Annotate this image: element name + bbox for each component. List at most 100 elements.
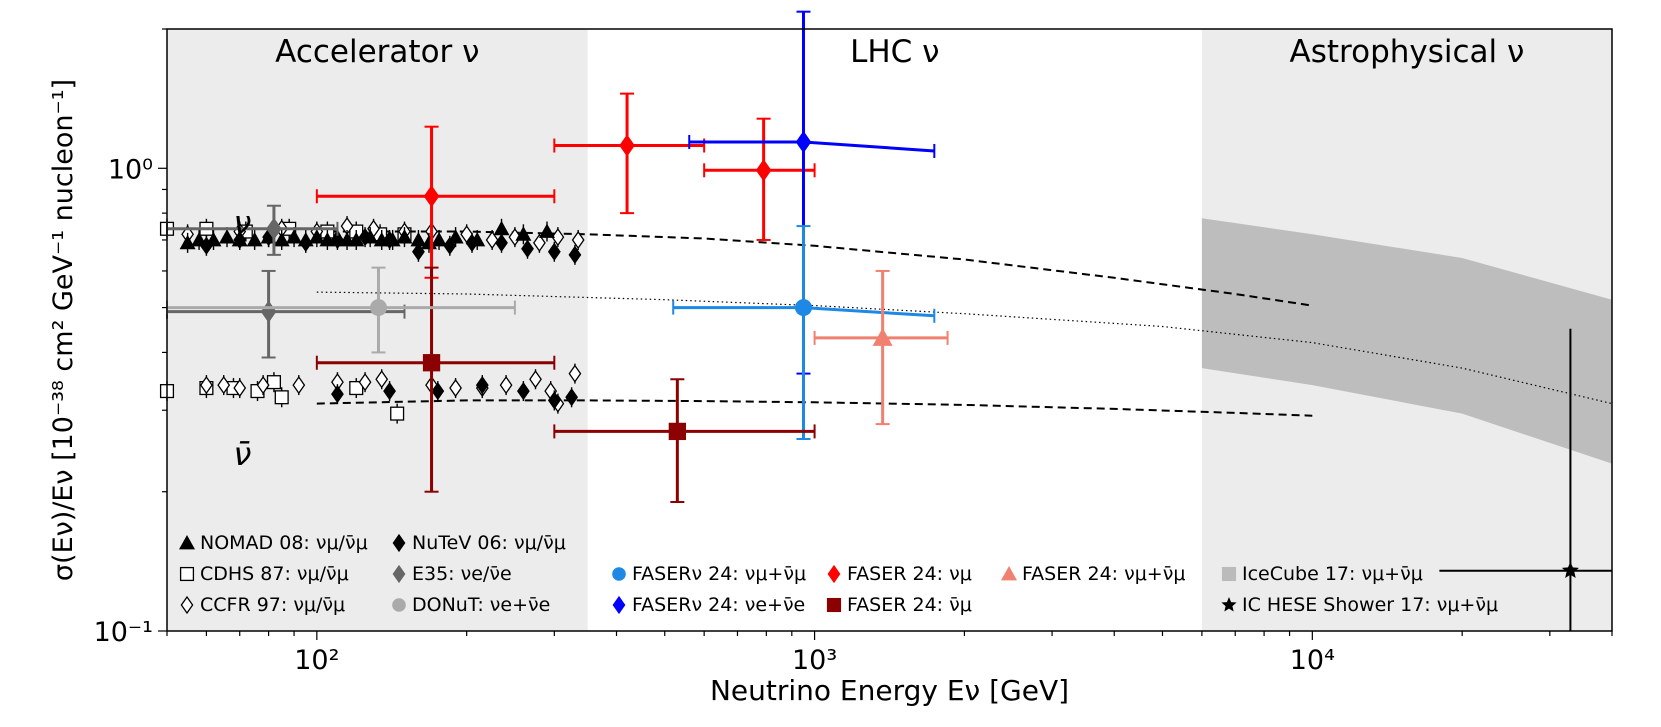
legend-label-nomad: NOMAD 08: νμ/ν̄μ: [200, 532, 368, 554]
nutev_nu-point-5: [358, 227, 372, 247]
legend-label-cdhs: CDHS 87: νμ/ν̄μ: [200, 563, 349, 585]
plot-frame: [166, 28, 1613, 632]
nomad_nu-point-19: [410, 231, 427, 247]
nomad_nu-point-25: [515, 226, 532, 241]
cdhs_nubar-point-6: [349, 381, 364, 396]
nutev_nu-point-10: [495, 233, 508, 252]
ccfr_nubar-point-12: [529, 370, 542, 389]
e35-nu-marker: [266, 217, 282, 240]
nomad_nu-point-14: [348, 231, 365, 247]
nutev_nu-point-7: [412, 242, 425, 261]
legend-label-icecube: IceCube 17: νμ+ν̄μ: [1242, 563, 1423, 585]
accelerator-data: [159, 216, 585, 424]
legend-label-ic-hese: IC HESE Shower 17: νμ+ν̄μ: [1242, 594, 1498, 616]
ic-hese-shower-marker: [1561, 561, 1579, 578]
legend-label-donut: DONuT: νe+ν̄e: [412, 594, 550, 616]
nutev_nu-point-8: [443, 236, 457, 255]
ccfr_nu-point-11: [533, 233, 546, 252]
legend-marker-nutev: [392, 533, 406, 553]
nomad_nu-point-26: [538, 223, 555, 238]
region-label-accelerator: Accelerator ν: [275, 34, 479, 70]
legend-label-nutev: NuTeV 06: νμ/ν̄μ: [412, 532, 566, 554]
nutev_nubar-point-0: [331, 385, 344, 404]
nubar-label: ν̄: [233, 435, 251, 473]
nutev_nubar-point-5: [547, 391, 561, 410]
x-tick-label-100: 10²: [294, 645, 339, 676]
x-axis-label: Neutrino Energy Eν [GeV]: [710, 674, 1069, 707]
nu-label: ν: [233, 203, 251, 241]
ccfr_nu-point-13: [571, 230, 585, 250]
nutev_nu-point-13: [568, 245, 582, 264]
legend-marker-faser-sum: [1001, 566, 1017, 581]
faser24-numubar-1-marker: [422, 354, 441, 372]
legend-label-fasernu-numu: FASERν 24: νμ+ν̄μ: [632, 563, 806, 585]
nomad_nu-point-8: [286, 229, 303, 244]
cdhs_nubar-point-7: [390, 406, 405, 421]
region-label-astro: Astrophysical ν: [1290, 34, 1525, 70]
faser24-numu-sum-marker: [872, 327, 893, 346]
ccfr_nubar-point-9: [449, 378, 462, 398]
legend-marker-faser-numu: [827, 564, 841, 584]
nutev_nubar-point-2: [431, 381, 445, 401]
nutev_nu-point-0: [200, 236, 213, 255]
nomad_nu-point-3: [219, 229, 236, 244]
y-tick-label-1: 10⁰: [108, 154, 153, 185]
ccfr_nu-point-10: [508, 227, 522, 247]
legend-label-ccfr: CCFR 97: νμ/ν̄μ: [200, 594, 345, 616]
nomad_nu-point-24: [493, 220, 510, 236]
nubar-dashed: [316, 399, 1313, 417]
ccfr_nubar-point-4: [292, 375, 306, 395]
nu-dashed: [316, 230, 1313, 307]
x-tick-label-1000: 10³: [792, 645, 837, 676]
fasernu24-numu-xerr-right: [803, 306, 935, 318]
nomad_nu-point-5: [246, 231, 263, 247]
nutev_nubar-point-4: [516, 381, 530, 401]
nomad_nu-point-7: [273, 231, 290, 247]
nomad_nu-point-21: [431, 231, 448, 247]
legend-label-e35: E35: νe/ν̄e: [412, 563, 512, 585]
legend-marker-e35: [392, 564, 406, 584]
ccfr_nubar-point-11: [499, 375, 513, 395]
ccfr_nubar-point-3: [256, 375, 270, 395]
theory-curves: [316, 230, 1613, 417]
legend-marker-faser-numubar: [826, 597, 842, 613]
nutev_nubar-point-3: [475, 375, 489, 395]
nomad_nu-point-18: [396, 229, 413, 244]
ccfr_nubar-point-1: [217, 375, 231, 395]
legend-marker-fasernu-nue: [612, 595, 626, 615]
annotations: ν ν̄: [233, 203, 251, 473]
nomad_nu-point-10: [308, 229, 325, 244]
legend-marker-nomad: [179, 535, 195, 550]
nutev_nu-point-9: [465, 233, 479, 252]
legend-marker-fasernu-numu: [612, 567, 626, 581]
donut-marker: [369, 299, 387, 317]
nutev_nubar-point-6: [565, 388, 579, 407]
errorbar-data: [166, 10, 1612, 631]
ccfr_nubar-point-6: [358, 373, 372, 392]
legend-marker-ccfr: [180, 595, 194, 615]
fasernu24-nue-marker: [795, 130, 812, 154]
icecube-band: [1201, 218, 1612, 464]
cdhs_nubar-point-4: [266, 375, 281, 390]
nutev_nu-point-11: [521, 239, 534, 258]
ccfr_nubar-point-15: [568, 364, 582, 383]
fasernu24-numu-marker: [794, 299, 812, 317]
legend-marker-donut: [392, 598, 406, 612]
cdhs_nubar-point-5: [274, 390, 289, 405]
ccfr_nubar-point-2: [233, 378, 247, 398]
icecube-band-group: [1201, 218, 1612, 464]
ccfr_nubar-point-7: [375, 370, 389, 389]
ccfr_nu-point-12: [551, 227, 565, 247]
faser24-numu-1-marker: [423, 185, 440, 208]
nutev_nu-point-12: [547, 242, 561, 261]
nutev_nu-point-1: [233, 230, 247, 250]
faser24-numu-3-marker: [755, 159, 772, 182]
legend-label-fasernu-nue: FASERν 24: νe+ν̄e: [632, 594, 805, 616]
axes: 10² 10³ 10⁴ 10⁻¹ 10⁰ Neutrino Energy Eν [GeV]…: [48, 28, 1613, 707]
average-dotted: [316, 291, 1613, 405]
ccfr_nu-point-9: [485, 230, 499, 250]
legend-marker-cdhs: [179, 566, 195, 582]
nutev_nu-point-3: [299, 233, 313, 252]
region-labels: Accelerator ν LHC ν Astrophysical ν: [275, 34, 1524, 70]
legend-marker-icecube: [1221, 566, 1237, 582]
